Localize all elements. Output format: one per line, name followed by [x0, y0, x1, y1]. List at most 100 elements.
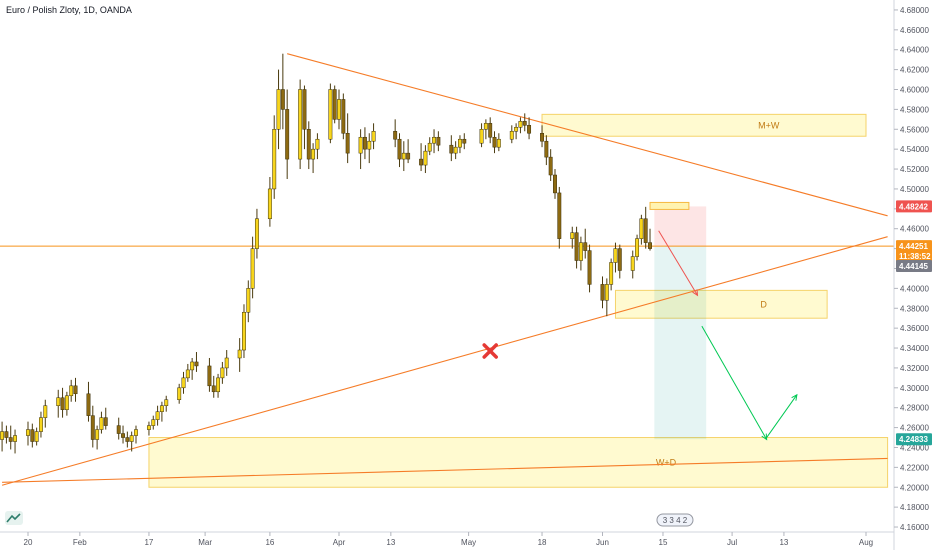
candle-body — [458, 138, 462, 148]
candle-body — [237, 349, 242, 359]
events-badge — [656, 513, 694, 527]
candle-body — [159, 405, 164, 412]
price-tag-label: 4.24833 — [899, 435, 928, 444]
zone-box — [148, 437, 889, 488]
zone-box — [614, 289, 828, 319]
x-tick-label: Jul — [727, 538, 737, 547]
x-tick-label: Apr — [333, 538, 346, 547]
y-tick-label: 4.66000 — [900, 26, 929, 35]
logo-icon — [5, 511, 23, 525]
zone-box — [541, 113, 867, 137]
candle-body — [86, 393, 91, 416]
candle-body — [298, 89, 303, 160]
candle-body — [285, 109, 290, 160]
y-tick-label: 4.36000 — [900, 324, 929, 333]
y-tick-label: 4.58000 — [900, 105, 929, 114]
candle-body — [432, 136, 436, 144]
target-zone — [654, 246, 707, 440]
x-tick-label: May — [461, 538, 476, 547]
candle-body — [367, 140, 372, 150]
candle-body — [419, 158, 424, 166]
candle-body — [311, 148, 316, 160]
candle-body — [522, 121, 527, 126]
candle-body — [544, 140, 549, 158]
candle-body — [496, 138, 501, 148]
candle-body — [224, 357, 229, 369]
candle-body — [211, 385, 216, 393]
y-tick-label: 4.60000 — [900, 85, 929, 94]
candle-body — [328, 89, 333, 140]
arrow-head — [791, 393, 798, 401]
y-tick-label: 4.26000 — [900, 424, 929, 433]
candle-body — [630, 256, 635, 271]
y-tick-label: 4.40000 — [900, 284, 929, 293]
candle-body — [267, 188, 272, 220]
candle-body — [250, 248, 255, 289]
candle-body — [643, 218, 648, 243]
candle-body — [194, 361, 199, 367]
y-tick-label: 4.56000 — [900, 125, 929, 134]
candle-body — [462, 138, 467, 144]
y-tick-label: 4.62000 — [900, 66, 929, 75]
y-tick-label: 4.46000 — [900, 225, 929, 234]
events-badge-label: 3 3 4 2 — [663, 516, 688, 525]
candle-body — [95, 429, 100, 440]
y-tick-label: 4.18000 — [900, 503, 929, 512]
candle-body — [90, 415, 95, 440]
candle-body — [540, 132, 544, 142]
candle-body — [207, 365, 212, 387]
candle-body — [43, 405, 48, 418]
candle-body — [557, 192, 562, 239]
x-tick-label: 13 — [779, 538, 788, 547]
y-tick-label: 4.20000 — [900, 483, 929, 492]
candle-body — [39, 417, 43, 432]
trendlines-layer — [0, 53, 894, 486]
candle-body — [514, 127, 519, 132]
candle-body — [337, 99, 341, 120]
candle-body — [548, 156, 553, 176]
candle-body — [254, 218, 259, 249]
entry-marker — [649, 201, 690, 210]
y-axis: 4.68000 4.66000 4.64000 4.62000 4.60000 4.580… — [893, 0, 929, 550]
candle-body — [635, 238, 640, 257]
price-tag-label: 4.48242 — [899, 202, 928, 211]
candle-body — [64, 395, 69, 410]
x-tick-label: Mar — [198, 538, 212, 547]
price-tag — [896, 250, 932, 263]
candle-body — [436, 136, 441, 146]
candle-body — [155, 411, 160, 420]
candle-body — [332, 89, 337, 120]
candle-body — [276, 89, 281, 130]
candle-body — [0, 431, 5, 440]
candle-body — [518, 121, 523, 128]
candle-body — [345, 132, 350, 154]
candle-body — [639, 218, 644, 239]
candle-body — [574, 232, 579, 261]
candle-body — [613, 248, 618, 263]
chart-title: Euro / Polish Zloty, 1D, OANDA — [6, 5, 132, 15]
candle-body — [103, 417, 108, 426]
x-tick-label: Aug — [859, 538, 873, 547]
candle-body — [177, 387, 182, 400]
y-tick-label: 4.34000 — [900, 344, 929, 353]
price-tag — [896, 433, 932, 446]
candle-body — [358, 136, 363, 154]
candle-body — [26, 429, 30, 436]
x-tick-label: Jun — [596, 538, 609, 547]
candle-body — [648, 242, 652, 249]
price-tag-label: 4.44145 — [899, 262, 928, 271]
candle-body — [60, 397, 65, 410]
candle-body — [56, 397, 61, 406]
cross-mark — [482, 343, 498, 359]
arrow-line — [701, 325, 768, 440]
candle-body — [570, 232, 575, 239]
y-tick-label: 4.32000 — [900, 364, 929, 373]
candle-body — [164, 399, 169, 406]
candle-body — [423, 150, 428, 166]
x-tick-label: 20 — [24, 538, 33, 547]
candle-body — [449, 144, 454, 154]
price-tag — [896, 200, 932, 213]
candle-body — [427, 142, 432, 152]
y-tick-label: 4.30000 — [900, 384, 929, 393]
